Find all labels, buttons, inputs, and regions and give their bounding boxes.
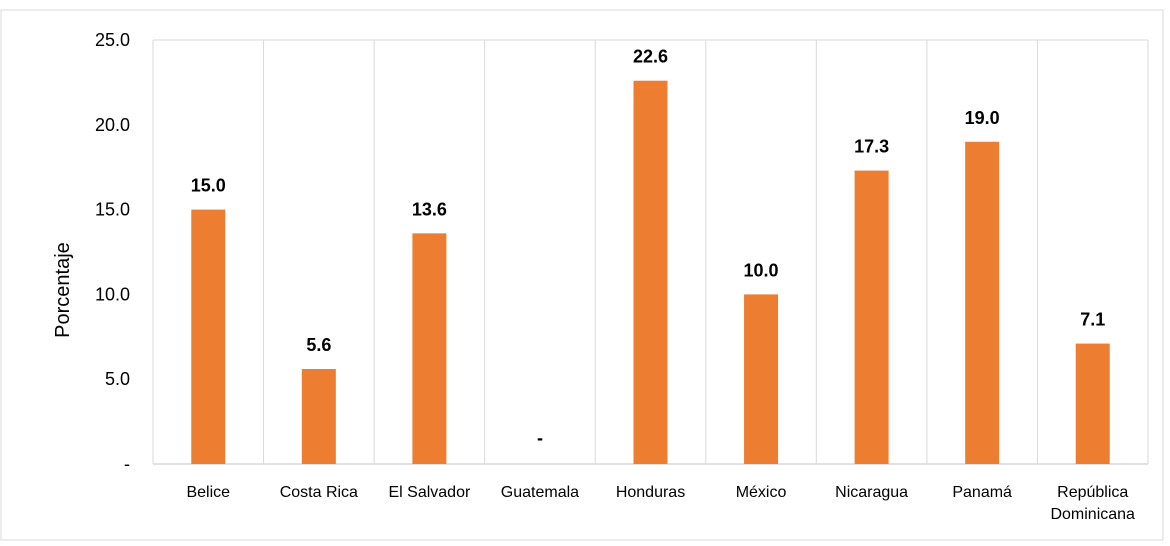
y-tick-label: 20.0 [95, 115, 130, 135]
x-tick-label: Honduras [616, 484, 685, 501]
data-label: 5.6 [306, 335, 331, 355]
x-tick-label: Panamá [952, 484, 1012, 501]
y-tick-label: 25.0 [95, 30, 130, 50]
data-label: 15.0 [191, 176, 226, 196]
bar [854, 170, 889, 465]
data-label: - [537, 428, 543, 448]
x-tick-label: El Salvador [388, 484, 470, 501]
chart-border [0, 9, 1164, 541]
x-tick-label: Dominicana [1050, 506, 1135, 523]
y-tick-label: - [124, 454, 130, 474]
x-tick-label: República [1057, 484, 1128, 501]
bar [744, 294, 779, 464]
bars-layer [191, 80, 1110, 465]
data-label: 22.6 [633, 47, 668, 67]
x-tick-label: Costa Rica [280, 484, 358, 501]
y-tick-label: 15.0 [95, 200, 130, 220]
x-tick-label: Nicaragua [835, 484, 908, 501]
bar [965, 141, 1000, 464]
data-label: 13.6 [412, 199, 447, 219]
bar [301, 369, 336, 464]
x-tick-label: Guatemala [501, 484, 579, 501]
bar [1075, 343, 1110, 464]
y-tick-label: 5.0 [105, 369, 130, 389]
data-label: 10.0 [744, 260, 779, 280]
data-label: 19.0 [965, 108, 1000, 128]
y-tick-label: 10.0 [95, 284, 130, 304]
y-axis-title: Porcentaje [52, 242, 74, 338]
x-tick-label: México [736, 484, 787, 501]
data-label: 17.3 [854, 137, 889, 157]
data-label: 7.1 [1080, 310, 1105, 330]
x-tick-label: Belice [186, 484, 230, 501]
bar [191, 209, 226, 464]
bar [633, 80, 668, 464]
axis-layer: Porcentaje - 5.0 10.0 15.0 20.0 25.0 [52, 30, 130, 474]
bar [412, 233, 447, 464]
labels-layer: 15.0 Belice 5.6 Costa Rica 13.6 El Salvador - G… [186, 47, 1135, 523]
